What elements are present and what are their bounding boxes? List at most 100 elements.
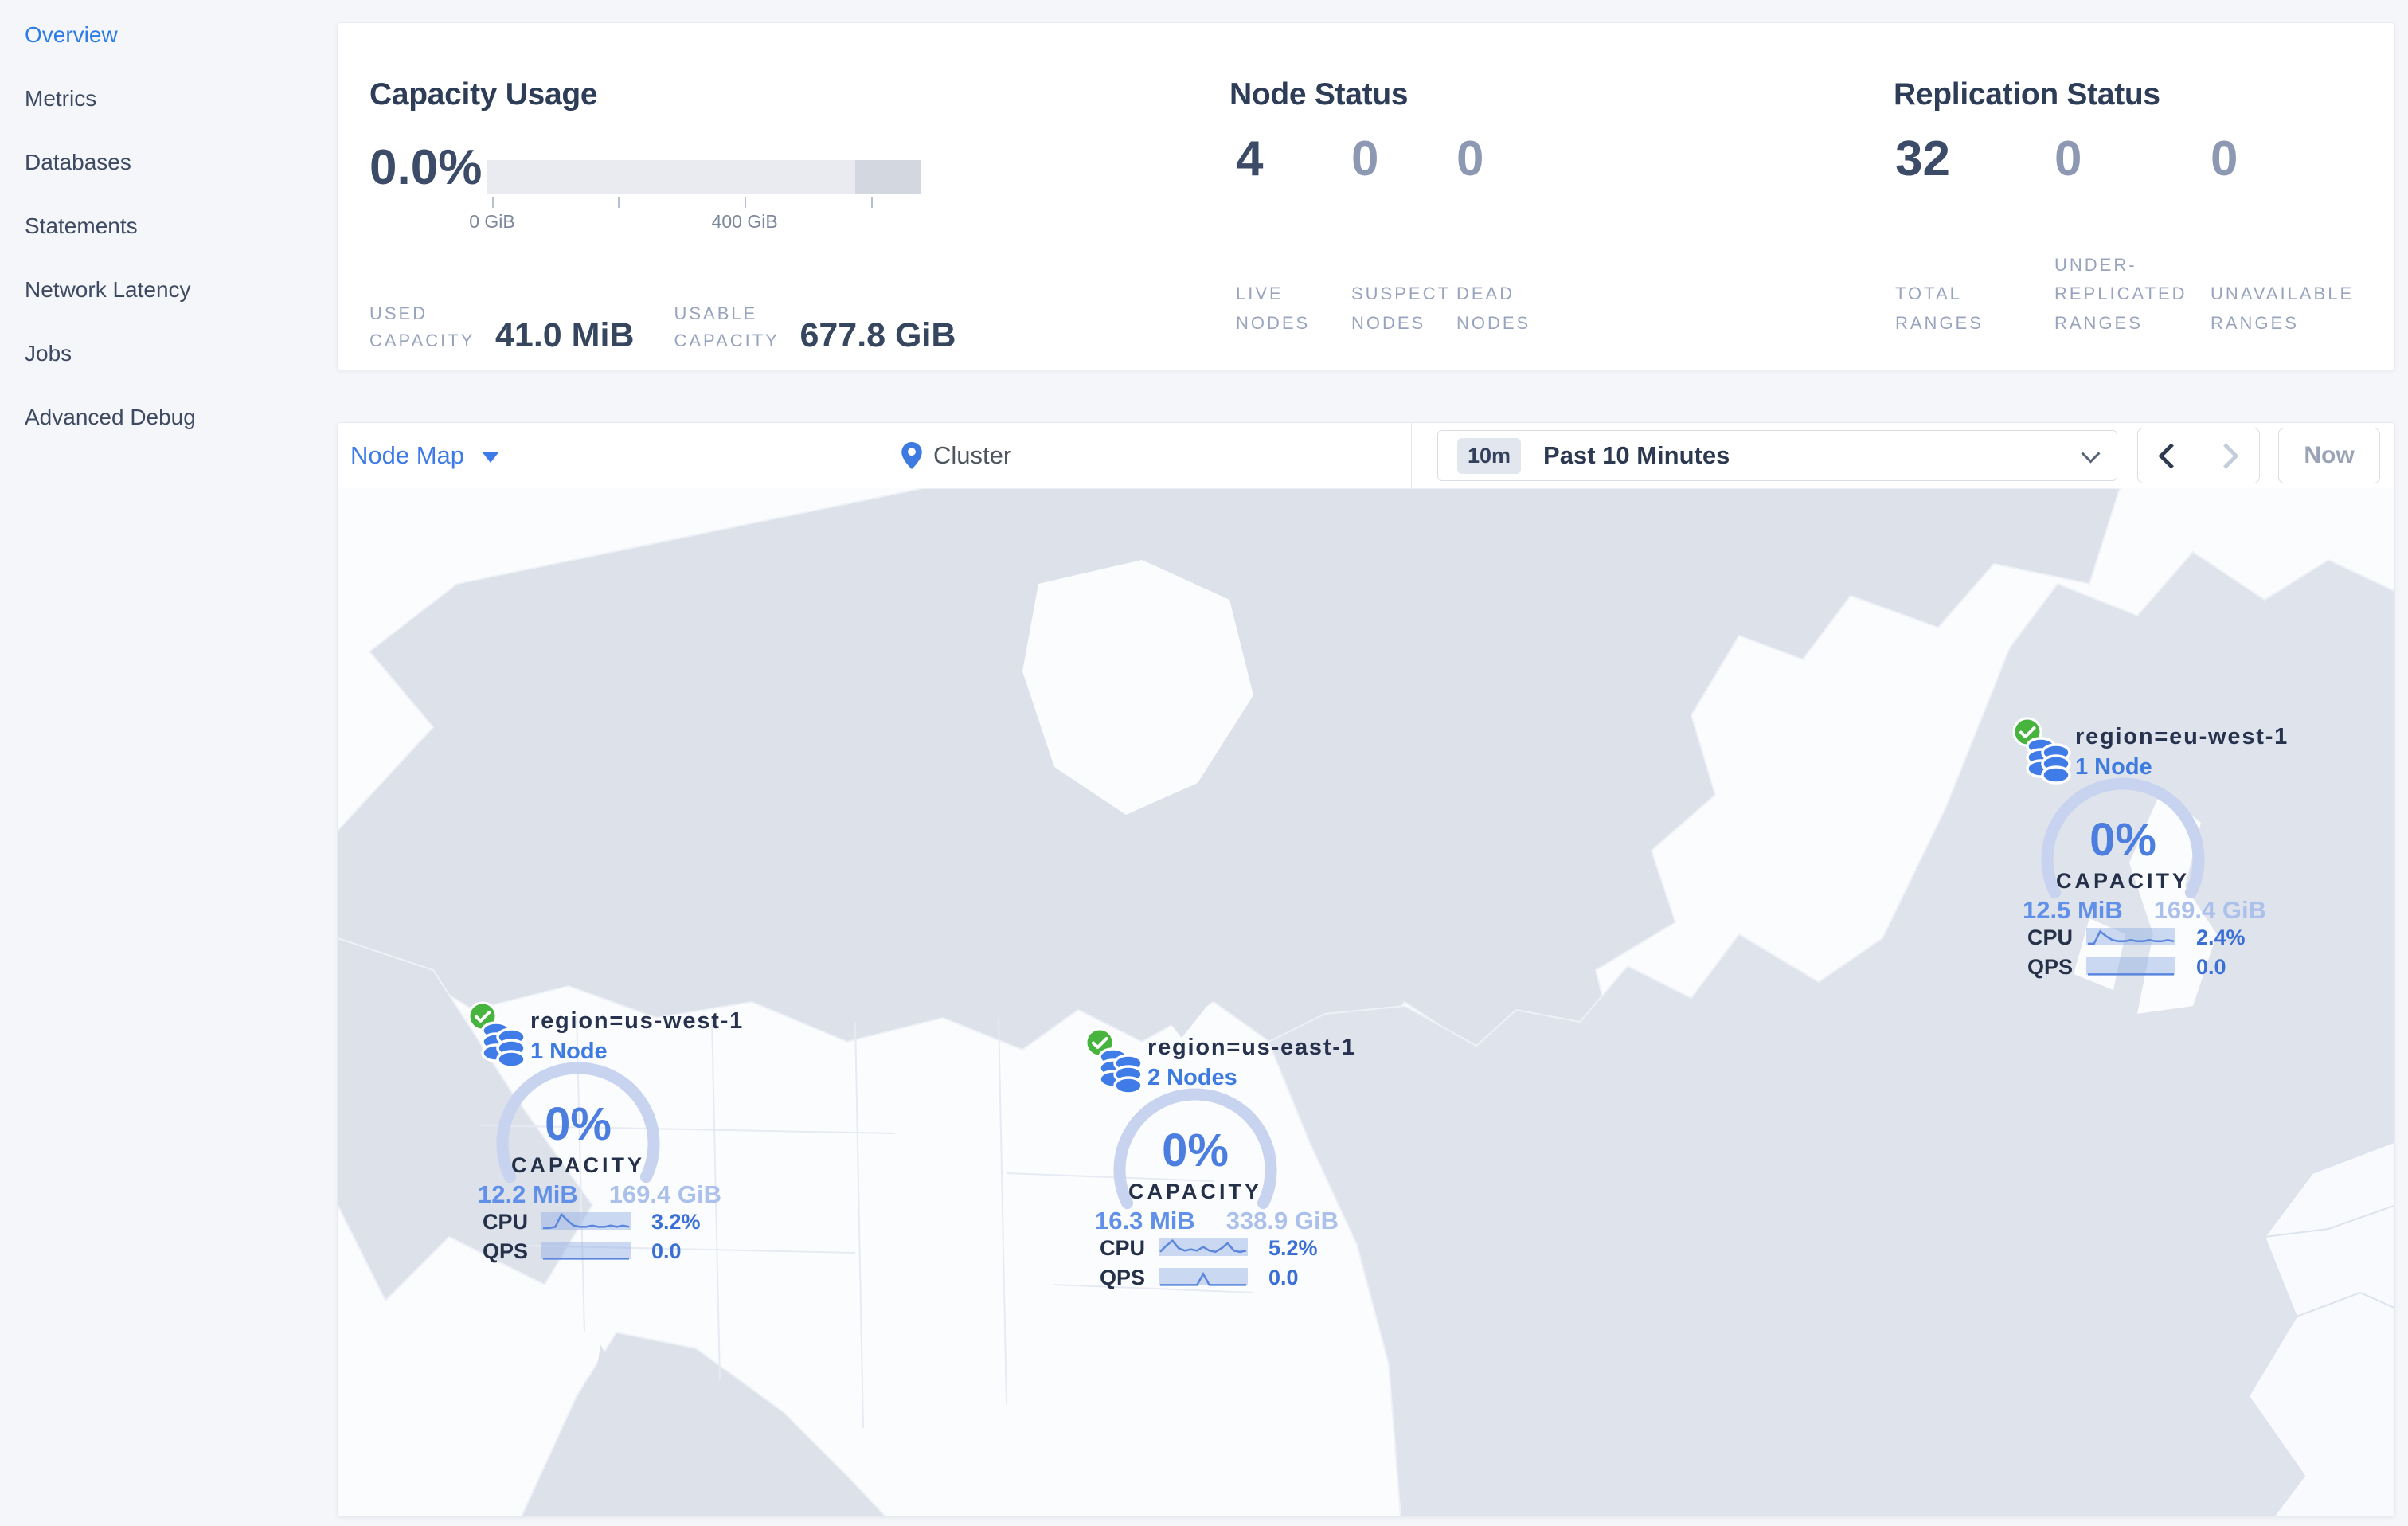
- breadcrumb-label: Cluster: [933, 441, 1012, 469]
- capacity-bar-tick: [491, 197, 494, 208]
- sidebar-item-network-latency[interactable]: Network Latency: [25, 277, 191, 302]
- time-range-dropdown[interactable]: 10m Past 10 Minutes: [1437, 430, 2117, 481]
- map-hudson-bay: [1022, 560, 1253, 815]
- cpu-value: 2.4%: [2196, 925, 2246, 949]
- map-state-borders: [480, 1013, 1254, 1429]
- capacity-metric: USABLE CAPACITY 677.8 GiB: [674, 300, 956, 354]
- region-nodes-link[interactable]: 1 Node: [530, 1039, 608, 1064]
- region-nodes-link[interactable]: 2 Nodes: [1147, 1065, 1237, 1090]
- qps-sparkline: [1159, 1268, 1248, 1286]
- capacity-gauge-percent: 0%: [545, 1098, 612, 1150]
- sidebar-item-advanced-debug[interactable]: Advanced Debug: [25, 405, 196, 429]
- sidebar-item-overview[interactable]: Overview: [25, 22, 118, 47]
- map-toolbar: Node Map Cluster 10m Past 10 Minutes Now: [338, 423, 2394, 489]
- stat-label: UNAVAILABLE RANGES: [2211, 284, 2355, 333]
- chevron-left-icon: [2158, 442, 2185, 469]
- sidebar-item-jobs[interactable]: Jobs: [25, 341, 72, 366]
- capacity-bar-tick: [870, 197, 873, 208]
- cpu-row: CPU 2.4%: [2027, 925, 2282, 950]
- stat-label: UNDER- REPLICATED RANGES: [2054, 255, 2187, 333]
- stat-label: LIVE NODES: [1236, 284, 1311, 333]
- chevron-down-icon: [2081, 443, 2101, 464]
- capacity-bar: 0 GiB 400 GiB: [469, 160, 921, 232]
- cpu-value: 3.2%: [651, 1209, 701, 1234]
- stat-column: 0 UNAVAILABLE RANGES: [2211, 135, 2370, 338]
- capacity-gauge-label: CAPACITY: [1128, 1180, 1262, 1203]
- region-marker-us-west-1[interactable]: region=us-west-1 1 Node 0% CAPACITY 12.2…: [467, 1000, 742, 1275]
- capacity-gauge-arc: [496, 1062, 660, 1184]
- cpu-row: CPU 3.2%: [483, 1209, 737, 1234]
- cpu-label: CPU: [2027, 925, 2074, 949]
- map-europe: [2247, 1141, 2394, 1516]
- sidebar-item-metrics[interactable]: Metrics: [25, 86, 97, 111]
- toolbar-divider: [1411, 423, 1412, 488]
- map-great-lakes: [1150, 926, 1214, 1038]
- capacity-usage-title: Capacity Usage: [369, 77, 598, 112]
- time-next-button[interactable]: [2198, 428, 2260, 483]
- database-icon: [481, 1021, 526, 1069]
- stat-column: 0 DEAD NODES: [1456, 135, 1576, 338]
- region-title: region=us-east-1: [1147, 1035, 1356, 1060]
- cpu-value: 5.2%: [1268, 1235, 1318, 1260]
- time-prev-button[interactable]: [2138, 428, 2199, 483]
- qps-sparkline: [2086, 957, 2175, 976]
- capacity-metric-value: 677.8 GiB: [799, 316, 956, 355]
- node-map-panel: Node Map Cluster 10m Past 10 Minutes Now: [337, 422, 2395, 1517]
- capacity-gauge-arc: [2041, 777, 2205, 899]
- capacity-bar-tick-label: 400 GiB: [711, 211, 778, 232]
- time-step-buttons: [2137, 428, 2260, 483]
- capacity-metric-label: USED CAPACITY: [369, 303, 475, 351]
- capacity-gauge-percent: 0%: [1162, 1125, 1229, 1176]
- capacity-bar-tick: [617, 197, 620, 208]
- qps-label: QPS: [483, 1238, 529, 1263]
- qps-row: QPS 0.0: [2027, 954, 2282, 980]
- capacity-gauge-percent: 0%: [2089, 814, 2156, 866]
- view-selector-dropdown[interactable]: Node Map: [350, 423, 500, 488]
- sidebar-item-statements[interactable]: Statements: [25, 213, 138, 238]
- world-map-svg: [338, 488, 2394, 1516]
- capacity-bar-reserved-segment: [855, 160, 921, 194]
- capacity-gauge-arc: [1113, 1088, 1277, 1210]
- stat-value: 0: [1351, 131, 1379, 186]
- region-usable-capacity: 169.4 GiB: [2153, 896, 2266, 924]
- sidebar-item-databases[interactable]: Databases: [25, 150, 131, 174]
- view-selector-label: Node Map: [350, 441, 465, 469]
- capacity-bar-tick: [745, 197, 747, 208]
- region-marker-eu-west-1[interactable]: region=eu-west-1 1 Node 0% CAPACITY 12.5…: [2011, 716, 2287, 991]
- region-nodes-link[interactable]: 1 Node: [2075, 754, 2152, 780]
- region-marker-us-east-1[interactable]: region=us-east-1 2 Nodes 0% CAPACITY 16.…: [1084, 1027, 1354, 1301]
- stat-value: 4: [1236, 131, 1264, 186]
- qps-row: QPS 0.0: [483, 1238, 737, 1264]
- stat-value: 0: [2211, 131, 2238, 186]
- stat-label: DEAD NODES: [1456, 284, 1531, 333]
- capacity-gauge-label: CAPACITY: [510, 1153, 645, 1177]
- cpu-label: CPU: [483, 1209, 529, 1234]
- breadcrumb[interactable]: Cluster: [901, 423, 1011, 488]
- chevron-right-icon: [2212, 442, 2239, 469]
- qps-value: 0.0: [2196, 954, 2226, 979]
- qps-row: QPS 0.0: [1100, 1265, 1354, 1290]
- region-used-capacity: 16.3 MiB: [1095, 1207, 1195, 1234]
- node-status-title: Node Status: [1229, 77, 1409, 112]
- cpu-sparkline: [2086, 928, 2175, 945]
- stat-value: 32: [1895, 131, 1950, 186]
- region-usable-capacity: 338.9 GiB: [1226, 1207, 1339, 1234]
- qps-value: 0.0: [651, 1238, 682, 1263]
- stat-column: 4 LIVE NODES: [1236, 135, 1351, 338]
- map-ireland: [2074, 918, 2125, 990]
- stat-value: 0: [2054, 131, 2082, 186]
- region-usable-capacity: 169.4 GiB: [608, 1180, 721, 1208]
- now-button[interactable]: Now: [2278, 428, 2380, 483]
- capacity-percent: 0.0%: [369, 140, 483, 195]
- replication-status-title: Replication Status: [1894, 77, 2160, 112]
- map-atlantic: [1267, 550, 2394, 1516]
- capacity-metric-label: USABLE CAPACITY: [674, 303, 780, 351]
- cpu-label: CPU: [1100, 1235, 1146, 1260]
- stat-value: 0: [1456, 131, 1484, 186]
- region-title: region=us-west-1: [530, 1008, 745, 1034]
- time-range-badge: 10m: [1457, 437, 1522, 474]
- region-title: region=eu-west-1: [2075, 724, 2289, 749]
- stat-column: 32 TOTAL RANGES: [1895, 135, 2054, 338]
- region-used-capacity: 12.5 MiB: [2023, 896, 2123, 924]
- database-icon: [2026, 737, 2071, 785]
